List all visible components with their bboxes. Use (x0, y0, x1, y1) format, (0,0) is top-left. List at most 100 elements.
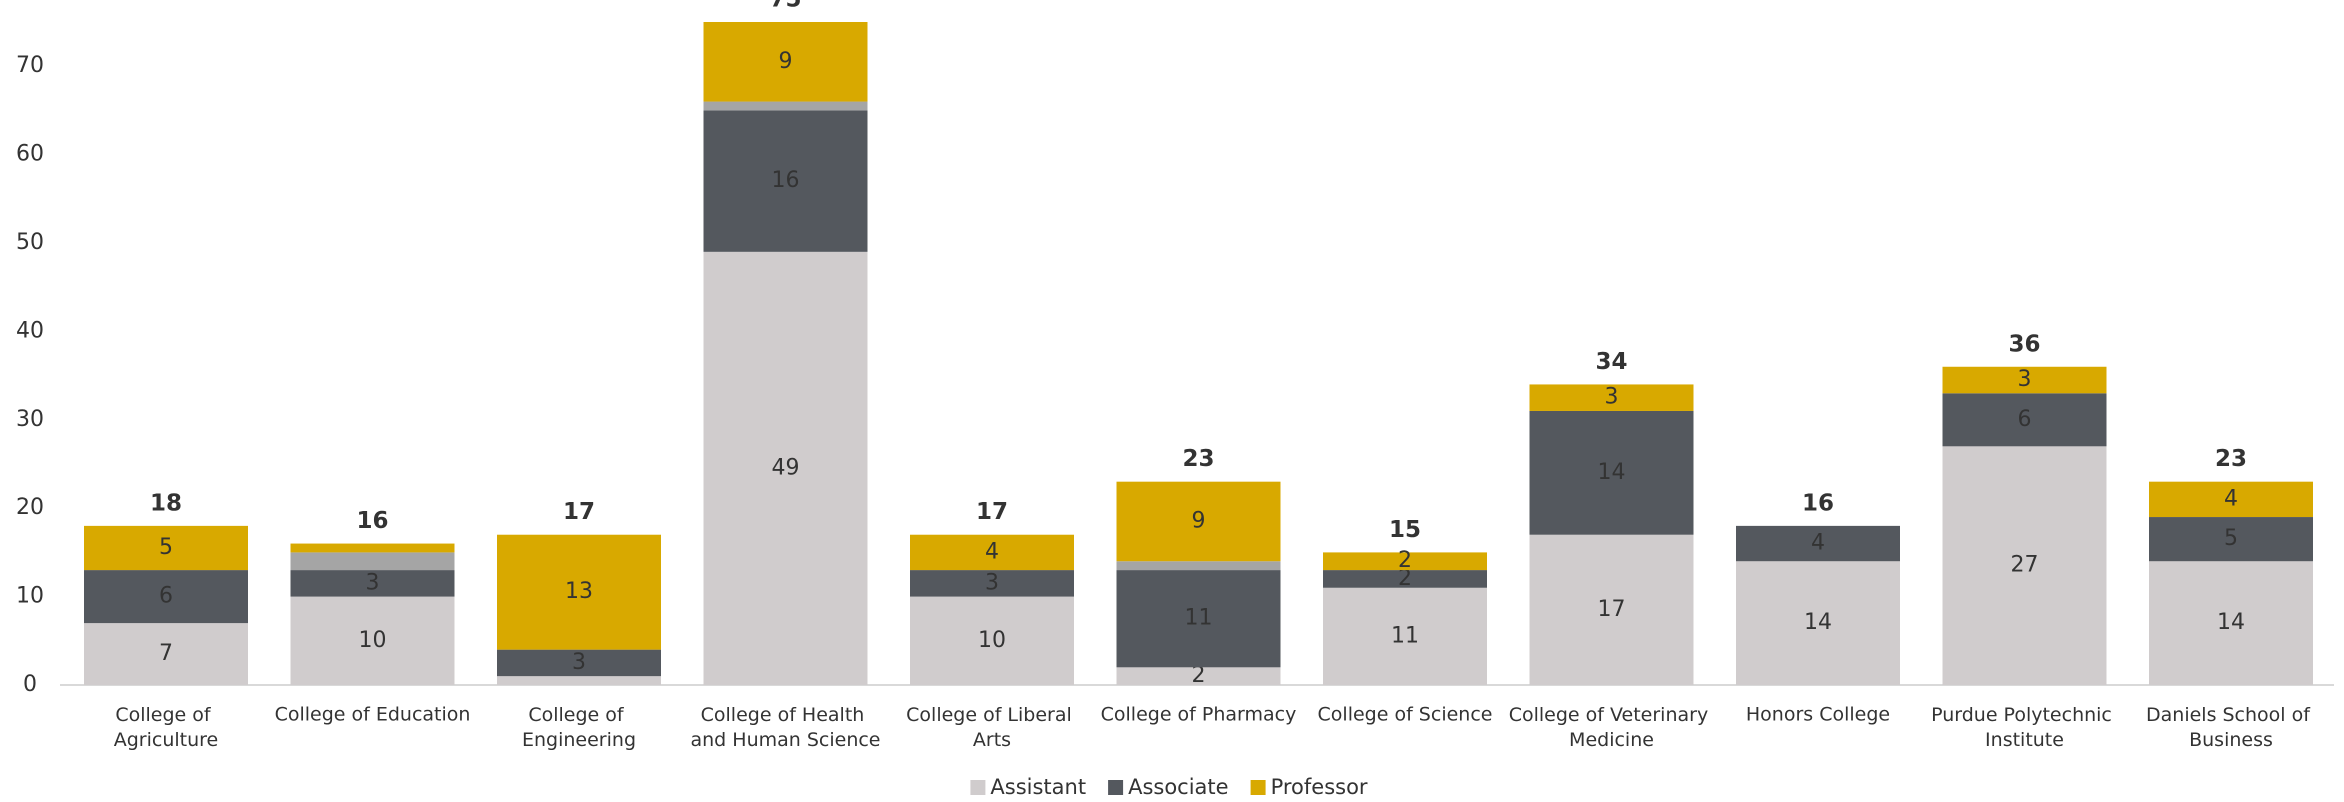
data-label: 6 (2018, 407, 2032, 432)
data-label: 11 (1185, 606, 1213, 631)
y-tick-label: 30 (16, 407, 44, 432)
total-label: 18 (150, 490, 182, 516)
data-label: 3 (985, 570, 999, 595)
bar-segment (910, 596, 1074, 685)
bar-segment (84, 525, 248, 571)
data-label: 6 (159, 584, 173, 609)
bar-segment (1116, 570, 1281, 668)
x-tick-label: College of Pharmacy (1101, 704, 1297, 726)
bar-segment (1116, 481, 1281, 562)
bar-segment (497, 649, 661, 677)
x-tick-label: College of Health and Human Science (691, 704, 881, 751)
data-label: 17 (1598, 597, 1626, 622)
bar-segment (2149, 481, 2313, 518)
legend-swatch (1250, 780, 1266, 795)
x-tick-label: College of Agriculture (114, 704, 219, 751)
bar-segment (290, 543, 455, 553)
data-label: 14 (1598, 460, 1626, 485)
bar-segment (703, 110, 868, 252)
data-label: 4 (1811, 531, 1825, 556)
data-label: 10 (359, 628, 387, 653)
total-label: 16 (1802, 490, 1834, 516)
x-tick-label: College of Engineering (522, 704, 636, 751)
y-tick-label: 40 (16, 318, 44, 343)
total-label: 16 (356, 508, 388, 534)
bar-segment (290, 596, 455, 685)
y-tick-label: 10 (16, 584, 44, 609)
data-label: 16 (772, 168, 800, 193)
data-label: 3 (572, 650, 586, 675)
bar-segment (290, 570, 455, 597)
total-label: 23 (2215, 446, 2247, 472)
data-label: 5 (2224, 526, 2238, 551)
data-label: 4 (2224, 486, 2238, 511)
total-label: 23 (1182, 446, 1214, 472)
x-tick-label: Daniels School of Business (2146, 704, 2316, 751)
data-label: 7 (159, 641, 173, 666)
bar-segment (910, 570, 1074, 597)
legend-label: Assistant (990, 775, 1086, 799)
bar-segment (84, 623, 248, 685)
bar-segment (2149, 561, 2313, 685)
legend-label: Associate (1128, 775, 1229, 799)
bar-segment (1323, 587, 1487, 685)
bar-segment (1736, 561, 1900, 685)
data-label: 9 (1192, 508, 1206, 533)
bar-segment (1116, 561, 1281, 571)
x-tick-label: College of Science (1318, 704, 1493, 726)
bar-segment (1529, 384, 1694, 411)
data-label: 2 (1192, 663, 1206, 688)
y-tick-label: 50 (16, 230, 44, 255)
total-label: 34 (1595, 349, 1627, 375)
bar-segment (1736, 525, 1900, 562)
bar-segment (910, 534, 1074, 571)
y-tick-label: 0 (23, 672, 37, 697)
bar-segment (703, 101, 868, 111)
total-label: 36 (2008, 331, 2040, 357)
data-label: 14 (2217, 610, 2245, 635)
bar-segment (1529, 410, 1694, 535)
x-tick-label: Honors College (1746, 704, 1890, 726)
bar-segment (290, 552, 455, 571)
total-label: 15 (1389, 517, 1421, 543)
data-label: 13 (565, 579, 593, 604)
legend-swatch (1108, 780, 1124, 795)
bar-segment (703, 22, 868, 102)
data-label: 49 (772, 455, 800, 480)
x-tick-label: College of Liberal Arts (906, 704, 1078, 751)
x-tick-label: College of Veterinary Medicine (1509, 704, 1715, 751)
bar-segment (1942, 366, 2107, 394)
bar-segment (1116, 667, 1281, 685)
total-label: 75 (769, 0, 801, 13)
bar-segment (84, 570, 248, 624)
data-label: 27 (2011, 553, 2039, 578)
data-label: 14 (1804, 610, 1832, 635)
data-label: 2 (1398, 548, 1412, 573)
data-label: 2 (1398, 566, 1412, 591)
x-tick-label: Purdue Polytechnic Institute (1931, 704, 2118, 751)
data-label: 11 (1391, 623, 1419, 648)
bar-segment (497, 534, 661, 650)
data-label: 4 (985, 539, 999, 564)
y-tick-label: 70 (16, 53, 44, 78)
data-label: 3 (1605, 385, 1619, 410)
total-label: 17 (976, 499, 1008, 525)
data-label: 5 (159, 535, 173, 560)
data-label: 10 (978, 628, 1006, 653)
legend-swatch (970, 780, 986, 795)
y-tick-label: 60 (16, 142, 44, 167)
bar-segment (2149, 517, 2313, 562)
bar-segment (1323, 552, 1487, 571)
bar-segment (1323, 570, 1487, 588)
data-label: 9 (779, 49, 793, 74)
data-label: 3 (2018, 367, 2032, 392)
data-label: 3 (366, 570, 380, 595)
bar-segment (1942, 446, 2107, 685)
bar-segment (1529, 534, 1694, 685)
total-label: 17 (563, 499, 595, 525)
y-tick-label: 20 (16, 495, 44, 520)
bar-segment (497, 676, 661, 685)
bar-segment (1942, 393, 2107, 447)
x-tick-label: College of Education (275, 704, 471, 726)
